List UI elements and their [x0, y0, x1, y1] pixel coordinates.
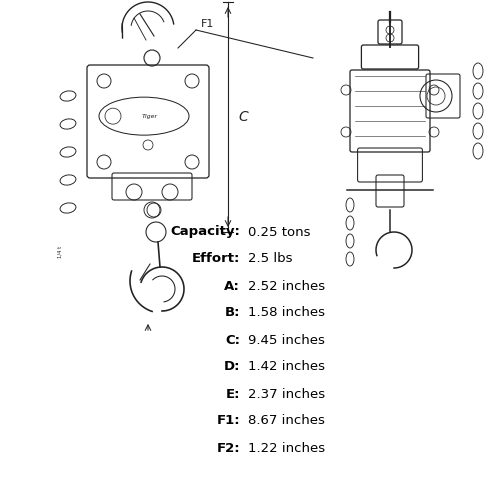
- Text: 9.45 inches: 9.45 inches: [248, 334, 325, 346]
- Text: 1.42 inches: 1.42 inches: [248, 360, 325, 374]
- Text: 2.5 lbs: 2.5 lbs: [248, 252, 292, 266]
- Text: 8.67 inches: 8.67 inches: [248, 414, 325, 428]
- Text: 0.25 tons: 0.25 tons: [248, 226, 310, 238]
- Text: C:: C:: [225, 334, 240, 346]
- Text: Effort:: Effort:: [192, 252, 240, 266]
- Text: A:: A:: [224, 280, 240, 292]
- Text: Capacity:: Capacity:: [170, 226, 240, 238]
- Text: 1.58 inches: 1.58 inches: [248, 306, 325, 320]
- Text: Tiger: Tiger: [142, 114, 158, 118]
- Text: 1.22 inches: 1.22 inches: [248, 442, 325, 454]
- Text: 2.52 inches: 2.52 inches: [248, 280, 325, 292]
- Text: D:: D:: [224, 360, 240, 374]
- Text: B:: B:: [224, 306, 240, 320]
- Text: C: C: [238, 110, 248, 124]
- Text: F2:: F2:: [216, 442, 240, 454]
- Text: E:: E:: [226, 388, 240, 400]
- Text: 1/4 t: 1/4 t: [58, 246, 62, 258]
- Text: F1: F1: [201, 19, 214, 29]
- Text: 2.37 inches: 2.37 inches: [248, 388, 325, 400]
- Text: F1:: F1:: [216, 414, 240, 428]
